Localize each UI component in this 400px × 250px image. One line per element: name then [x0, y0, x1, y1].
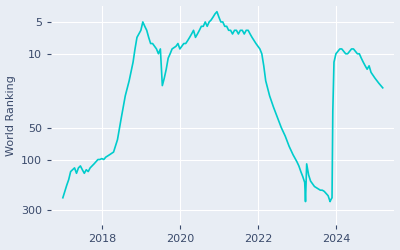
Y-axis label: World Ranking: World Ranking: [6, 75, 16, 156]
